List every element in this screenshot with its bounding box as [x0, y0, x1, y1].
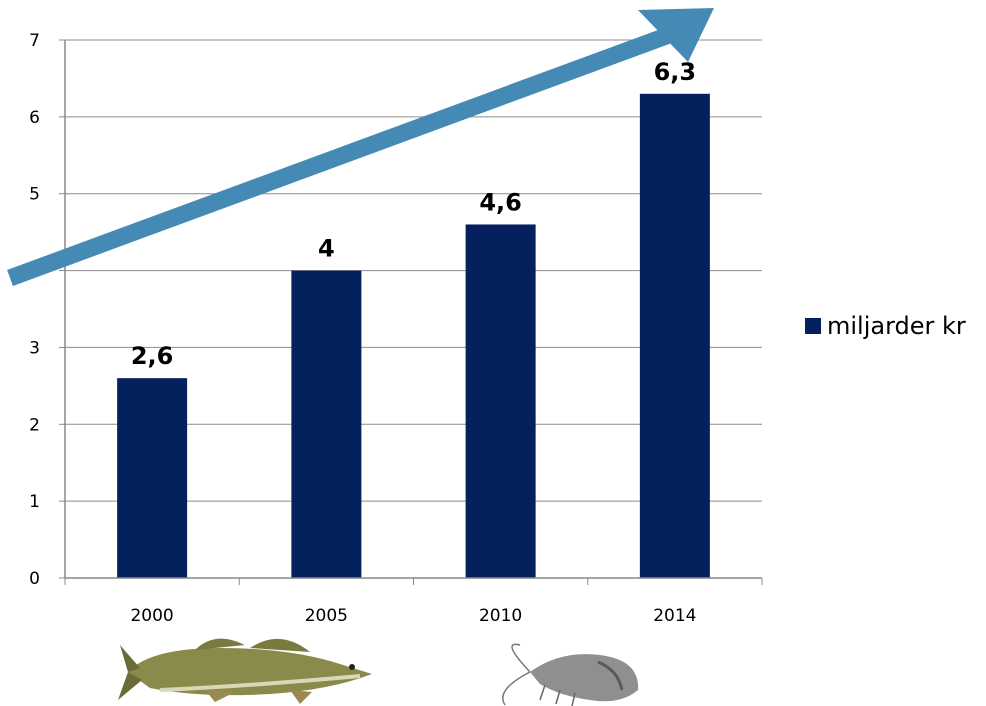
data-label-2010: 4,6	[479, 188, 522, 216]
x-tick-label-2014: 2014	[653, 606, 696, 626]
bar-2014	[639, 93, 710, 579]
bars	[117, 93, 710, 579]
x-tick-label-2010: 2010	[479, 606, 522, 626]
y-tick-label: 2	[29, 415, 40, 435]
legend-swatch	[805, 318, 821, 334]
x-tick-label-2000: 2000	[130, 606, 173, 626]
x-axis-ticks: 2000 2005 2010 2014	[64, 578, 763, 626]
y-tick-label: 5	[29, 185, 40, 205]
data-label-2005: 4	[318, 235, 335, 263]
data-labels: 2,6 4 4,6 6,3	[131, 58, 696, 370]
bar-2000	[117, 378, 188, 578]
bar-2005	[291, 270, 362, 578]
y-axis-ticks: 01234567	[29, 31, 65, 589]
shrimp-illustration	[502, 643, 639, 706]
y-tick-label: 3	[29, 338, 40, 358]
y-tick-label: 7	[29, 31, 40, 51]
trend-arrow	[7, 8, 714, 286]
legend: miljarder kr	[805, 312, 966, 340]
y-tick-label: 6	[29, 108, 40, 128]
bar-2010	[465, 224, 536, 578]
data-label-2014: 6,3	[654, 58, 697, 86]
y-tick-label: 0	[29, 569, 40, 589]
y-tick-label: 1	[29, 492, 40, 512]
fish-illustration	[118, 638, 372, 704]
legend-label: miljarder kr	[827, 312, 966, 340]
data-label-2000: 2,6	[131, 342, 174, 370]
x-tick-label-2005: 2005	[305, 606, 348, 626]
